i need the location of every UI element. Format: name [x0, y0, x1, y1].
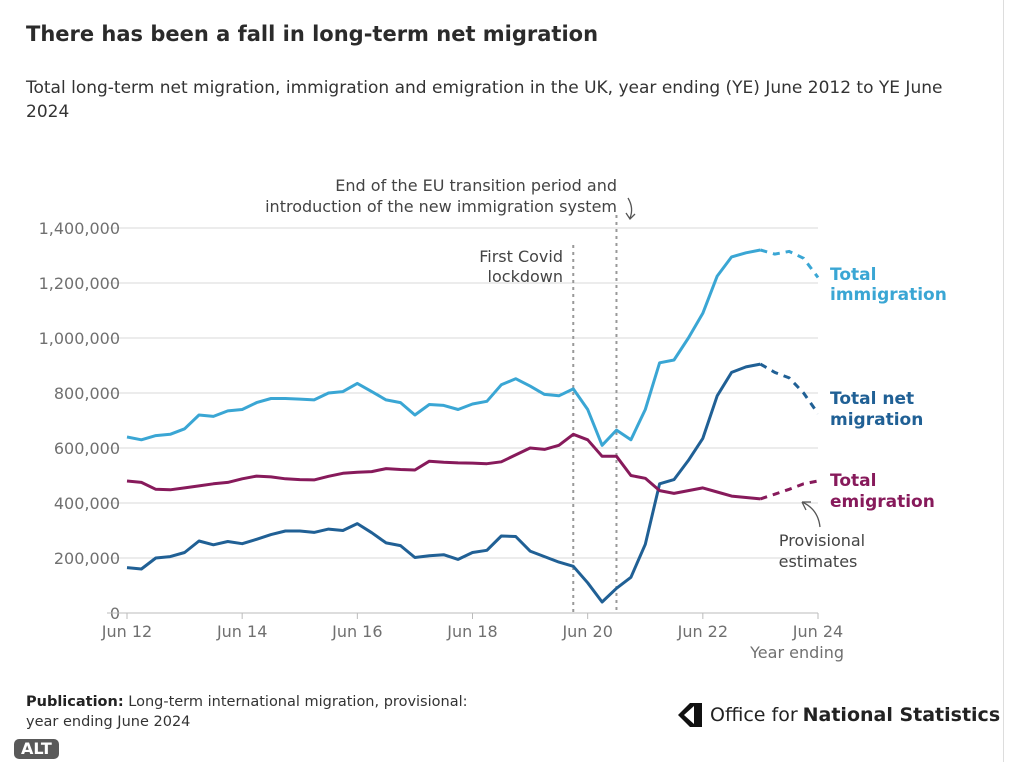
annotation-provisional-line1: Provisional — [779, 531, 865, 550]
chart-title: There has been a fall in long-term net m… — [26, 22, 599, 46]
publication-note: Publication: Long-term international mig… — [26, 692, 496, 732]
series-provisional-line-2 — [759, 479, 819, 501]
y-tick-label: 400,000 — [54, 494, 120, 513]
series-label-line1: Total — [830, 471, 876, 491]
provisional-arrow-icon — [801, 501, 821, 528]
series-label-line2: migration — [830, 410, 923, 430]
series-label-line2: immigration — [830, 285, 947, 305]
logo-text-regular: Office for — [710, 704, 798, 726]
x-tick-label: Jun 20 — [561, 622, 612, 641]
annotation-eu-line2: introduction of the new immigration syst… — [265, 197, 617, 216]
series-line-2 — [126, 432, 761, 501]
y-tick-label: 800,000 — [54, 384, 120, 403]
series-provisional-line-1 — [759, 362, 820, 415]
publication-label: Publication: — [26, 694, 124, 710]
x-tick-label: Jun 14 — [216, 622, 267, 641]
x-axis-title: Year ending — [749, 643, 844, 662]
annotation-eu-line1: End of the EU transition period and — [335, 176, 617, 195]
ons-logo-icon — [678, 703, 702, 727]
y-tick-label: 1,200,000 — [39, 274, 120, 293]
series-label-line2: emigration — [830, 492, 935, 512]
chart-subtitle: Total long-term net migration, immigrati… — [26, 78, 943, 122]
x-tick-label: Jun 18 — [446, 622, 497, 641]
x-tick-label: Jun 22 — [677, 622, 728, 641]
x-tick-label: Jun 12 — [101, 622, 152, 641]
logo-text-bold: National Statistics — [802, 704, 1001, 726]
ons-logo: Office for National Statistics — [676, 702, 1000, 728]
annotation-arrow-icon — [625, 197, 636, 221]
x-tick-label: Jun 24 — [792, 622, 843, 641]
line-chart: 0200,000400,000600,000800,0001,000,0001,… — [39, 176, 947, 662]
series-label-line1: Total — [830, 265, 876, 285]
publication-link[interactable]: Long-term international migration, provi… — [26, 694, 468, 730]
y-tick-label: 1,000,000 — [39, 329, 120, 348]
x-tick-label: Jun 16 — [331, 622, 382, 641]
y-tick-label: 600,000 — [54, 439, 120, 458]
series-provisional-line-0 — [759, 248, 820, 279]
series-line-1 — [126, 362, 761, 604]
y-tick-label: 1,400,000 — [39, 219, 120, 238]
y-tick-label: 200,000 — [54, 549, 120, 568]
annotation-covid-line1: First Covid — [479, 247, 563, 266]
series-line-0 — [126, 248, 761, 447]
alt-text-badge[interactable]: ALT — [14, 739, 59, 759]
annotation-covid-line2: lockdown — [488, 267, 563, 286]
page-border — [1003, 0, 1004, 762]
annotation-provisional-line2: estimates — [779, 552, 858, 571]
series-label-line1: Total net — [830, 389, 914, 409]
